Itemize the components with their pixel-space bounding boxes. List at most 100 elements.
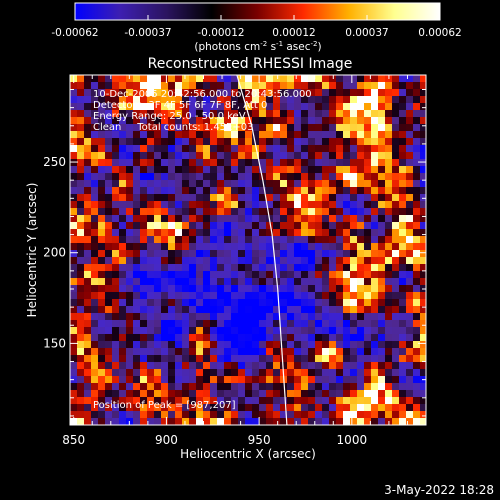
y-axis-label: Heliocentric Y (arcsec) [25,183,39,318]
heatmap-cell [378,411,386,419]
heatmap-cell [112,285,120,293]
heatmap-cell [238,313,246,321]
heatmap-cell [301,110,309,118]
heatmap-cell [252,250,260,258]
heatmap-cell [105,418,113,425]
heatmap-cell [147,229,155,237]
heatmap-cell [266,152,274,160]
heatmap-cell [350,96,358,104]
heatmap-cell [336,180,344,188]
heatmap-cell [350,222,358,230]
heatmap-cell [259,404,267,412]
heatmap-cell [420,103,426,111]
heatmap-cell [350,243,358,251]
heatmap-cell [224,341,232,349]
heatmap-cell [392,285,400,293]
heatmap-cell [322,145,330,153]
heatmap-cell [119,222,127,230]
heatmap-cell [126,257,134,265]
heatmap-cell [329,278,337,286]
heatmap-cell [203,152,211,160]
heatmap-cell [245,250,253,258]
heatmap-cell [364,159,372,167]
heatmap-cell [77,194,85,202]
colorbar-tick-label: 0.00037 [345,27,388,39]
heatmap-cell [140,236,148,244]
heatmap-cell [294,264,302,272]
heatmap-cell [266,299,274,307]
heatmap-cell [105,348,113,356]
heatmap-cell [217,278,225,286]
heatmap-cell [350,194,358,202]
heatmap-cell [217,173,225,181]
heatmap-cell [343,264,351,272]
heatmap-cell [168,222,176,230]
heatmap-cell [266,362,274,370]
heatmap-cell [98,278,106,286]
heatmap-cell [392,390,400,398]
heatmap-cell [378,82,386,90]
heatmap-cell [203,362,211,370]
heatmap-cell [280,222,288,230]
heatmap-cell [231,75,239,83]
heatmap-cell [147,397,155,405]
heatmap-cell [385,348,393,356]
heatmap-cell [126,299,134,307]
heatmap-cell [336,103,344,111]
heatmap-cell [420,348,426,356]
heatmap-cell [343,159,351,167]
heatmap-cell [168,208,176,216]
heatmap-cell [350,334,358,342]
heatmap-cell [105,75,113,83]
heatmap-cell [112,327,120,335]
heatmap-cell [182,159,190,167]
heatmap-cell [70,334,78,342]
annotation-block: 10-Dec-2005 20:42:56.000 to 20:43:56.000… [93,89,312,133]
heatmap-cell [105,299,113,307]
heatmap-cell [259,124,267,132]
heatmap-cell [161,236,169,244]
heatmap-cell [133,201,141,209]
heatmap-cell [266,320,274,328]
heatmap-cell [112,180,120,188]
heatmap-cell [350,145,358,153]
heatmap-cell [399,306,407,314]
heatmap-cell [133,236,141,244]
heatmap-cell [98,257,106,265]
heatmap-cell [364,166,372,174]
heatmap-cell [77,187,85,195]
heatmap-cell [287,229,295,237]
heatmap-cell [77,82,85,90]
heatmap-cell [420,236,426,244]
heatmap-cell [280,285,288,293]
heatmap-cell [357,222,365,230]
heatmap-cell [238,355,246,363]
heatmap-cell [147,320,155,328]
heatmap-cell [392,215,400,223]
heatmap-cell [119,418,127,425]
heatmap-cell [84,376,92,384]
heatmap-cell [84,194,92,202]
heatmap-cell [98,341,106,349]
heatmap-cell [203,208,211,216]
heatmap-cell [133,124,141,132]
heatmap-cell [168,173,176,181]
heatmap-cell [147,124,155,132]
heatmap-cell [245,397,253,405]
heatmap-cell [140,145,148,153]
heatmap-cell [308,173,316,181]
heatmap-cell [154,397,162,405]
heatmap-cell [203,89,211,97]
heatmap-cell [168,369,176,377]
heatmap-cell [364,229,372,237]
heatmap-cell [231,292,239,300]
heatmap-cell [140,299,148,307]
heatmap-cell [315,75,323,83]
heatmap-cell [196,131,204,139]
heatmap-cell [322,194,330,202]
heatmap-cell [406,145,414,153]
heatmap-cell [224,278,232,286]
heatmap-cell [210,404,218,412]
heatmap-cell [182,222,190,230]
heatmap-cell [329,243,337,251]
